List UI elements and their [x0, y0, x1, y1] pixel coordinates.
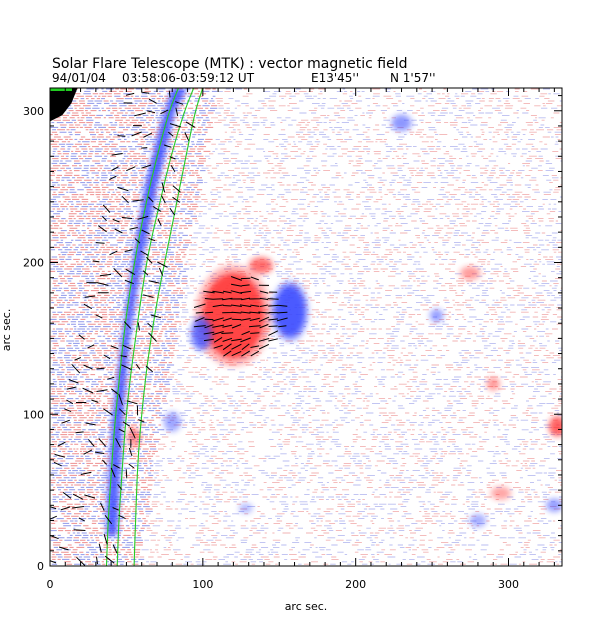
network-positive-2 [458, 265, 482, 281]
y-tick-label: 0 [37, 560, 44, 573]
sunspot-positive-main-core [202, 273, 264, 359]
off-disk-layer [50, 88, 78, 122]
limb-contour-inner [105, 88, 179, 566]
network-negative-5-core [470, 514, 486, 527]
network-positive-1 [485, 376, 501, 392]
x-tick-label: 200 [345, 578, 366, 591]
observation-longitude: E13'45'' [311, 71, 359, 85]
network-positive-4-core [491, 487, 511, 500]
sunspot-positive-upper [247, 256, 275, 275]
observation-time-range: 03:58:06-03:59:12 UT [122, 71, 255, 85]
chart-title: Solar Flare Telescope (MTK) : vector mag… [52, 56, 408, 72]
vector-layer [50, 90, 288, 566]
network-negative-5 [468, 513, 488, 528]
sunspot-positive-main [195, 264, 272, 367]
network-negative-3 [162, 410, 182, 433]
plot-area [50, 88, 562, 566]
network-positive-2-core [461, 267, 480, 280]
x-tick-label: 300 [498, 578, 519, 591]
network-negative-2 [429, 308, 445, 323]
sunspot-negative-west [189, 315, 213, 353]
plot-frame [49, 87, 563, 567]
network-negative-3-core [164, 412, 180, 431]
observation-latitude: N 1'57'' [390, 71, 436, 85]
limb-blue-band [106, 88, 188, 536]
network-positive-3-core [549, 417, 562, 436]
axis-layer: 0 100 200 300 0 100 200 300 [23, 88, 562, 591]
sunspot-negative-east [270, 280, 310, 343]
network-negative-1-core [392, 115, 411, 131]
off-disk-region [50, 88, 78, 122]
noise-layer [50, 88, 562, 565]
off-disk-marker [50, 88, 72, 91]
network-negative-6 [237, 502, 254, 514]
observation-date: 94/01/04 [52, 71, 106, 85]
x-tick-label: 100 [192, 578, 213, 591]
blob-layer [106, 88, 562, 536]
y-tick-label: 200 [23, 257, 44, 270]
y-tick-label: 300 [23, 105, 44, 118]
x-tick-label: 0 [47, 578, 54, 591]
network-negative-4 [544, 498, 562, 513]
sunspot-negative-east-core [274, 285, 306, 337]
network-negative-6-core [239, 503, 252, 513]
y-axis-label: arc sec. [0, 309, 13, 352]
sunspot-positive-upper-core [250, 257, 272, 274]
network-negative-1 [390, 113, 413, 133]
network-positive-4 [489, 485, 513, 501]
sunspot-negative-west-core [192, 318, 211, 350]
x-axis-label: arc sec. [285, 600, 328, 613]
network-negative-4-core [546, 499, 562, 512]
transverse-field-vectors [50, 90, 288, 566]
network-positive-3 [547, 415, 562, 438]
network-negative-2-core [430, 309, 443, 322]
limb-contour-middle [116, 88, 195, 566]
y-tick-label: 100 [23, 408, 44, 421]
network-positive-1-core [487, 377, 500, 390]
chart-subtitle: 94/01/04 03:58:06-03:59:12 UT E13'45'' N… [52, 71, 436, 85]
